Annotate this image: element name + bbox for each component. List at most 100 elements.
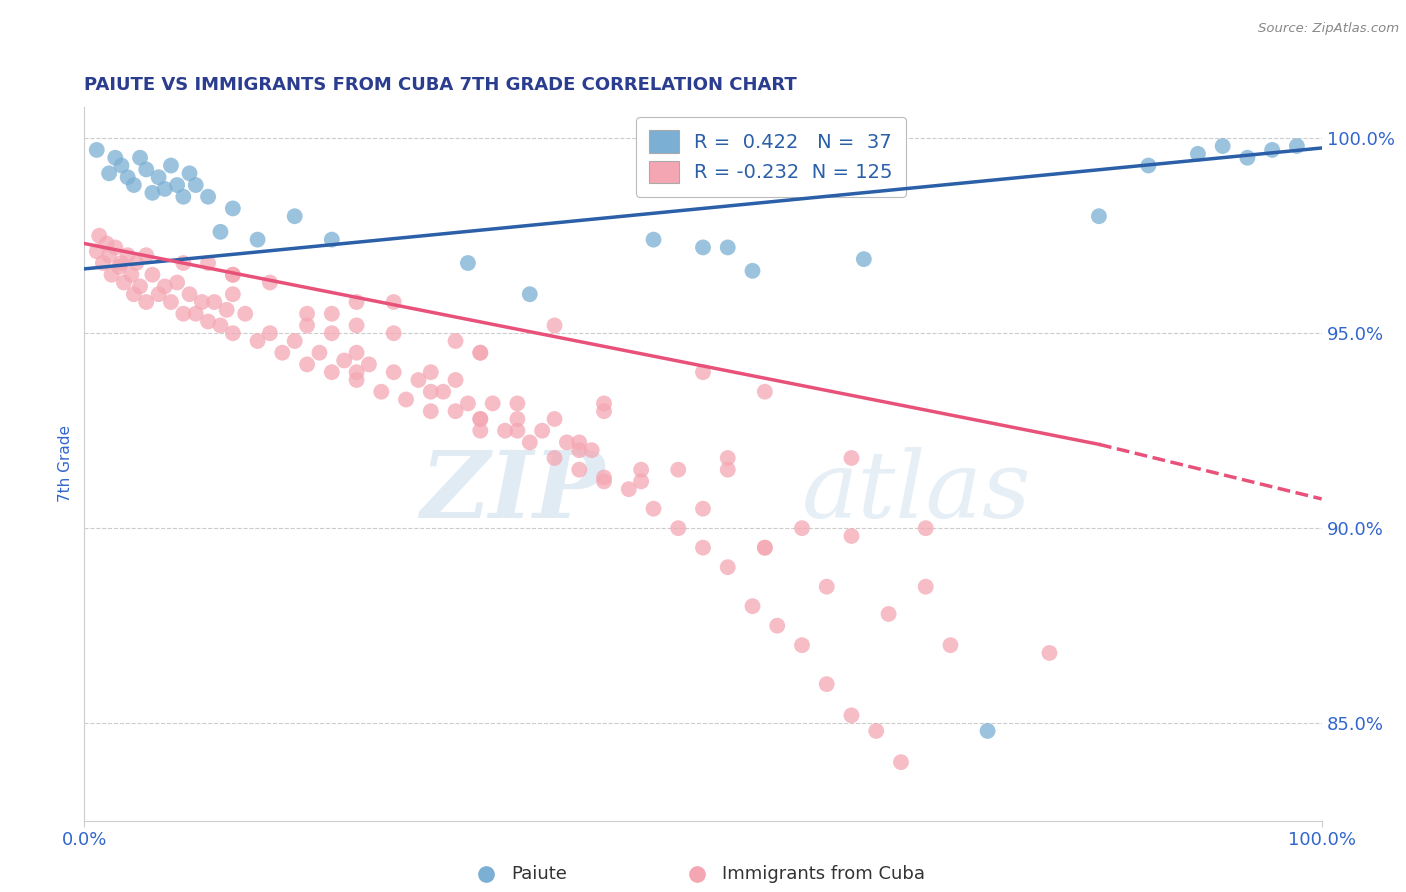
Point (233, 307, 256, 321)
Point (543, 318, 565, 333)
Y-axis label: 7th Grade: 7th Grade (58, 425, 73, 502)
Point (815, 580, 838, 594)
Point (666, 463, 689, 477)
Point (494, 424, 516, 438)
Point (98, 166, 121, 180)
Point (630, 463, 652, 477)
Point (419, 404, 441, 418)
Point (506, 396, 529, 410)
Text: Immigrants from Cuba: Immigrants from Cuba (721, 865, 925, 883)
Point (555, 435, 578, 450)
Point (148, 170, 170, 185)
Point (259, 326, 281, 341)
Point (321, 365, 343, 379)
Point (122, 178, 145, 192)
Point (172, 190, 194, 204)
Point (222, 268, 245, 282)
Point (141, 186, 163, 200)
Point (295, 358, 318, 372)
Point (617, 482, 640, 496)
Point (543, 450, 565, 465)
Point (890, 755, 912, 769)
Point (470, 424, 492, 438)
Point (160, 159, 183, 173)
Point (543, 412, 565, 426)
Point (643, 501, 665, 516)
Text: Source: ZipAtlas.com: Source: ZipAtlas.com (1258, 22, 1399, 36)
Point (346, 365, 368, 379)
Point (100, 268, 122, 282)
Point (568, 443, 591, 458)
Point (321, 307, 343, 321)
Point (112, 276, 135, 290)
Point (197, 190, 219, 204)
Text: ZIP: ZIP (420, 448, 605, 537)
Point (432, 384, 454, 399)
Point (692, 541, 714, 555)
Point (519, 287, 541, 301)
Point (89, 228, 111, 243)
Point (666, 521, 689, 535)
Point (153, 182, 176, 196)
Point (382, 326, 405, 341)
Point (346, 295, 368, 310)
Point (444, 404, 467, 418)
Point (96, 236, 118, 251)
Point (104, 240, 127, 254)
Point (754, 541, 776, 555)
Point (419, 384, 441, 399)
Text: Paiute: Paiute (512, 865, 567, 883)
Point (122, 287, 145, 301)
Point (470, 412, 492, 426)
Point (766, 618, 789, 632)
Point (222, 326, 245, 341)
Text: PAIUTE VS IMMIGRANTS FROM CUBA 7TH GRADE CORRELATION CHART: PAIUTE VS IMMIGRANTS FROM CUBA 7TH GRADE… (84, 77, 797, 95)
Point (692, 240, 714, 254)
Point (531, 424, 554, 438)
Point (865, 723, 887, 738)
Point (117, 248, 139, 262)
Point (246, 334, 269, 348)
Point (197, 314, 219, 328)
Point (1285, 139, 1308, 153)
Point (754, 384, 776, 399)
Point (1261, 143, 1284, 157)
Point (741, 264, 763, 278)
Point (141, 268, 163, 282)
Point (841, 708, 863, 723)
Point (593, 396, 616, 410)
Point (110, 159, 132, 173)
Point (717, 560, 740, 574)
Point (222, 268, 245, 282)
Point (852, 252, 875, 266)
Point (568, 463, 591, 477)
Point (110, 256, 132, 270)
Point (197, 256, 219, 270)
Point (593, 475, 616, 489)
Point (222, 202, 245, 216)
Point (1187, 146, 1209, 161)
Point (457, 396, 479, 410)
Point (91, 256, 114, 270)
Point (271, 345, 294, 359)
Point (1212, 139, 1234, 153)
Point (1236, 151, 1258, 165)
Point (104, 151, 127, 165)
Point (506, 424, 529, 438)
Point (222, 287, 245, 301)
Point (470, 412, 492, 426)
Point (172, 256, 194, 270)
Point (179, 287, 201, 301)
Point (419, 365, 441, 379)
Point (382, 295, 405, 310)
Point (129, 151, 152, 165)
Text: atlas: atlas (801, 448, 1032, 537)
Point (346, 373, 368, 387)
Point (184, 307, 207, 321)
Point (202, 295, 225, 310)
Point (939, 638, 962, 652)
Point (841, 529, 863, 543)
Point (346, 345, 368, 359)
Point (568, 435, 591, 450)
Point (408, 373, 430, 387)
